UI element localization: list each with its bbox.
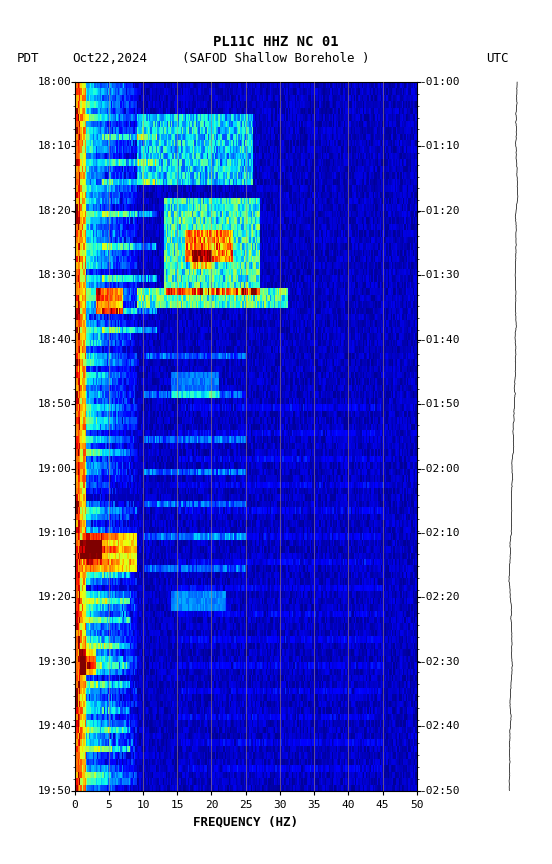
Text: (SAFOD Shallow Borehole ): (SAFOD Shallow Borehole ) bbox=[182, 52, 370, 65]
Text: 18:00: 18:00 bbox=[38, 77, 72, 87]
Text: Oct22,2024: Oct22,2024 bbox=[72, 52, 147, 65]
Text: 19:10: 19:10 bbox=[38, 528, 72, 538]
Text: 18:30: 18:30 bbox=[38, 270, 72, 280]
Text: -01:30: -01:30 bbox=[420, 270, 460, 280]
Text: UTC: UTC bbox=[486, 52, 508, 65]
Text: -02:10: -02:10 bbox=[420, 528, 460, 538]
Text: 18:50: 18:50 bbox=[38, 399, 72, 410]
Text: 19:50: 19:50 bbox=[38, 785, 72, 796]
Text: -01:40: -01:40 bbox=[420, 334, 460, 345]
Text: -02:50: -02:50 bbox=[420, 785, 460, 796]
Text: -02:30: -02:30 bbox=[420, 657, 460, 667]
Text: 19:30: 19:30 bbox=[38, 657, 72, 667]
Text: -02:40: -02:40 bbox=[420, 721, 460, 731]
Text: -01:00: -01:00 bbox=[420, 77, 460, 87]
Text: -02:00: -02:00 bbox=[420, 463, 460, 473]
Text: 18:20: 18:20 bbox=[38, 206, 72, 216]
Text: 19:40: 19:40 bbox=[38, 721, 72, 731]
Text: -01:20: -01:20 bbox=[420, 206, 460, 216]
Text: PDT: PDT bbox=[17, 52, 39, 65]
X-axis label: FREQUENCY (HZ): FREQUENCY (HZ) bbox=[193, 815, 298, 828]
Text: 18:40: 18:40 bbox=[38, 334, 72, 345]
Text: 18:10: 18:10 bbox=[38, 142, 72, 151]
Text: PL11C HHZ NC 01: PL11C HHZ NC 01 bbox=[213, 35, 339, 48]
Text: 19:00: 19:00 bbox=[38, 463, 72, 473]
Text: -01:10: -01:10 bbox=[420, 142, 460, 151]
Text: -01:50: -01:50 bbox=[420, 399, 460, 410]
Text: 19:20: 19:20 bbox=[38, 593, 72, 602]
Text: -02:20: -02:20 bbox=[420, 593, 460, 602]
